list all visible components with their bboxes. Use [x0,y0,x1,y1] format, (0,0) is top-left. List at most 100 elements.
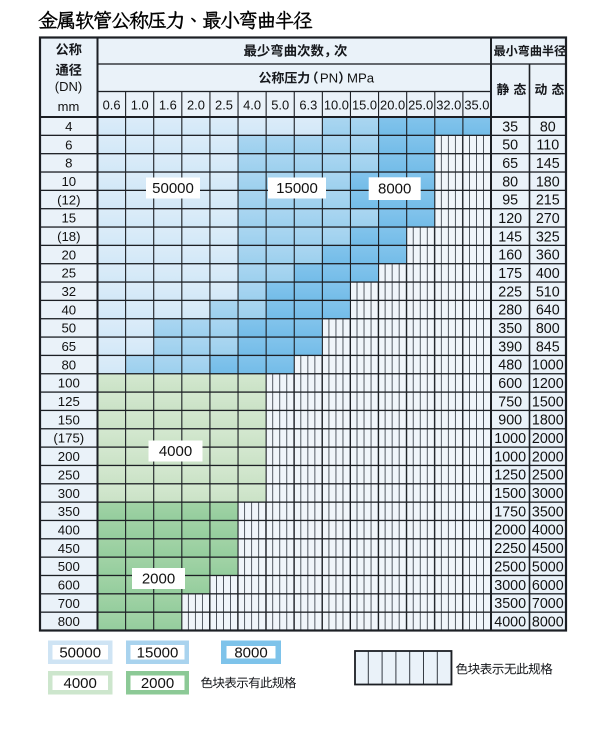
svg-text:390: 390 [498,339,522,355]
svg-text:35.0: 35.0 [464,98,489,113]
svg-text:325: 325 [536,229,560,245]
svg-text:8000: 8000 [532,614,564,630]
svg-text:600: 600 [498,376,522,392]
svg-text:800: 800 [536,321,560,337]
svg-text:0.6: 0.6 [103,98,121,113]
svg-text:350: 350 [498,321,522,337]
svg-text:350: 350 [58,504,80,519]
svg-text:10.0: 10.0 [324,98,349,113]
svg-text:180: 180 [536,174,560,190]
svg-text:80: 80 [540,119,556,135]
svg-text:32.0: 32.0 [436,98,461,113]
svg-text:800: 800 [58,614,80,629]
svg-text:360: 360 [536,248,560,264]
svg-text:25.0: 25.0 [408,98,433,113]
svg-text:900: 900 [498,413,522,429]
svg-text:3000: 3000 [494,578,526,594]
svg-text:280: 280 [498,303,522,319]
svg-text:270: 270 [536,211,560,227]
svg-text:4500: 4500 [532,541,564,557]
svg-text:5000: 5000 [532,559,564,575]
svg-text:95: 95 [502,193,518,209]
svg-text:2250: 2250 [494,541,526,557]
svg-text:1000: 1000 [532,358,564,374]
svg-text:8000: 8000 [234,645,267,662]
svg-text:160: 160 [498,248,522,264]
svg-text:145: 145 [536,156,560,172]
svg-text:145: 145 [498,229,522,245]
svg-text:750: 750 [498,394,522,410]
svg-text:(18): (18) [57,229,80,244]
svg-text:50000: 50000 [59,645,101,662]
svg-text:80: 80 [502,174,518,190]
svg-text:15000: 15000 [137,645,179,662]
svg-text:480: 480 [498,358,522,374]
svg-text:2000: 2000 [494,523,526,539]
svg-text:2000: 2000 [532,449,564,465]
svg-text:1750: 1750 [494,504,526,520]
svg-text:640: 640 [536,303,560,319]
svg-text:4: 4 [65,119,72,134]
svg-text:500: 500 [58,559,80,574]
svg-text:50: 50 [502,138,518,154]
svg-text:2500: 2500 [494,559,526,575]
svg-text:2500: 2500 [532,468,564,484]
svg-text:1500: 1500 [494,486,526,502]
svg-text:600: 600 [58,578,80,593]
svg-text:15: 15 [61,211,76,226]
svg-text:1500: 1500 [532,394,564,410]
svg-text:175: 175 [498,266,522,282]
svg-text:4000: 4000 [532,523,564,539]
svg-text:4000: 4000 [494,614,526,630]
svg-text:2000: 2000 [141,675,174,692]
svg-text:6.3: 6.3 [299,98,317,113]
svg-text:4000: 4000 [64,675,97,692]
svg-text:80: 80 [61,357,76,372]
svg-text:35: 35 [502,119,518,135]
svg-text:20: 20 [61,247,76,262]
svg-text:1250: 1250 [494,468,526,484]
svg-text:32: 32 [61,284,76,299]
svg-text:8000: 8000 [378,181,411,198]
svg-text:4.0: 4.0 [243,98,261,113]
svg-text:1.6: 1.6 [159,98,177,113]
svg-text:(12): (12) [57,192,80,207]
svg-text:6: 6 [65,137,72,152]
svg-text:3000: 3000 [532,486,564,502]
svg-text:1.0: 1.0 [131,98,149,113]
svg-text:20.0: 20.0 [380,98,405,113]
svg-text:8: 8 [65,156,72,171]
svg-text:1000: 1000 [494,431,526,447]
svg-text:250: 250 [58,467,80,482]
svg-text:15000: 15000 [276,180,318,197]
svg-text:3500: 3500 [494,596,526,612]
svg-text:120: 120 [498,211,522,227]
svg-text:2000: 2000 [532,431,564,447]
svg-text:100: 100 [58,376,80,391]
svg-text:(DN): (DN) [55,79,82,94]
svg-text:225: 225 [498,284,522,300]
svg-text:1200: 1200 [532,376,564,392]
svg-text:300: 300 [58,486,80,501]
svg-text:110: 110 [536,138,559,154]
svg-text:125: 125 [58,394,80,409]
svg-text:5.0: 5.0 [271,98,289,113]
svg-text:2.0: 2.0 [187,98,205,113]
svg-text:150: 150 [58,412,80,427]
svg-text:450: 450 [58,541,80,556]
svg-text:2000: 2000 [142,571,175,588]
svg-text:6000: 6000 [532,578,564,594]
svg-text:400: 400 [536,266,560,282]
svg-text:215: 215 [536,193,560,209]
svg-text:700: 700 [58,596,80,611]
svg-text:3500: 3500 [532,504,564,520]
svg-text:4000: 4000 [159,443,192,460]
svg-text:MPa: MPa [347,71,375,86]
svg-text:1000: 1000 [494,449,526,465]
svg-text:25: 25 [61,266,76,281]
svg-text:510: 510 [536,284,560,300]
svg-text:845: 845 [536,339,560,355]
svg-text:40: 40 [61,302,76,317]
svg-text:65: 65 [502,156,518,172]
svg-text:PN: PN [320,71,338,86]
